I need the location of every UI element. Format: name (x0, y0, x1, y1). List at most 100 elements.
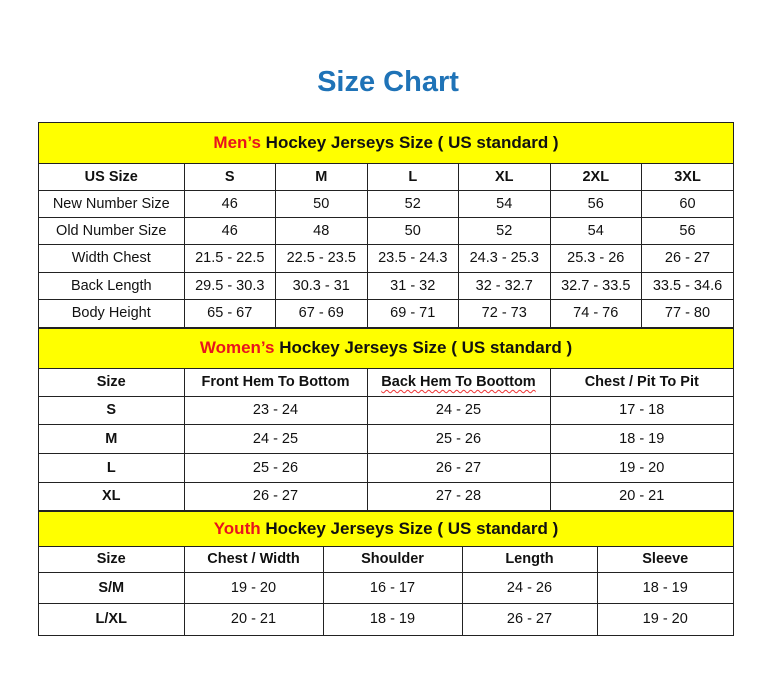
table-cell: 22.5 - 23.5 (275, 243, 368, 273)
women-banner: Women’s Hockey Jerseys Size ( US standar… (39, 327, 733, 369)
table-row: M 24 - 25 25 - 26 18 - 19 (39, 423, 733, 454)
table-row: Back Length 29.5 - 30.3 30.3 - 31 31 - 32 32… (39, 271, 733, 300)
table-cell: 33.5 - 34.6 (641, 271, 733, 300)
table-cell: 56 (549, 189, 642, 218)
table-cell: 19 - 20 (596, 602, 733, 635)
table-row: Old Number Size 46 48 50 52 54 56 (39, 216, 733, 245)
table-cell: 65 - 67 (183, 298, 276, 328)
table-cell: 26 - 27 (641, 243, 733, 273)
table-cell: 23.5 - 24.3 (366, 243, 459, 273)
youth-banner-highlight: Youth (213, 518, 261, 538)
table-cell: 69 - 71 (366, 298, 459, 328)
table-cell: 72 - 73 (458, 298, 551, 328)
table-cell: 32.7 - 33.5 (549, 271, 642, 300)
table-cell: 50 (275, 189, 368, 218)
row-label: S/M (39, 571, 185, 604)
table-cell: 16 - 17 (322, 571, 463, 604)
table-cell: 23 - 24 (183, 395, 368, 425)
column-header: Length (461, 545, 598, 573)
table-cell: 25 - 26 (183, 452, 368, 483)
table-cell: 24 - 26 (461, 571, 598, 604)
row-label: Old Number Size (39, 216, 185, 245)
men-size-table: Men’s Hockey Jerseys Size ( US standard … (39, 123, 733, 328)
youth-size-table: Youth Hockey Jerseys Size ( US standard … (39, 510, 733, 635)
table-row: Body Height 65 - 67 67 - 69 69 - 71 72 - 73 7… (39, 298, 733, 328)
table-cell: 21.5 - 22.5 (183, 243, 276, 273)
table-row: New Number Size 46 50 52 54 56 60 (39, 189, 733, 218)
women-banner-highlight: Women’s (199, 338, 275, 357)
column-header: Front Hem To Bottom (183, 367, 368, 397)
table-cell: 24 - 25 (183, 423, 368, 454)
column-header: S (183, 162, 276, 191)
table-cell: 32 - 32.7 (458, 271, 551, 300)
column-header: Size (39, 545, 185, 573)
table-cell: 20 - 21 (183, 602, 324, 635)
table-row: S/M 19 - 20 16 - 17 24 - 26 18 - 19 (39, 571, 733, 604)
table-cell: 50 (366, 216, 459, 245)
table-cell: 46 (183, 189, 276, 218)
table-cell: 25 - 26 (366, 423, 551, 454)
row-label: Back Length (39, 271, 185, 300)
table-row: XL 26 - 27 27 - 28 20 - 21 (39, 481, 733, 511)
table-cell: 27 - 28 (366, 481, 551, 511)
youth-banner: Youth Hockey Jerseys Size ( US standard … (39, 510, 733, 546)
page-title: Size Chart (317, 66, 459, 98)
table-cell: 19 - 20 (183, 571, 324, 604)
men-banner: Men’s Hockey Jerseys Size ( US standard … (39, 123, 733, 164)
men-banner-text: Hockey Jerseys Size ( US standard ) (260, 132, 559, 152)
men-banner-highlight: Men’s (213, 132, 261, 152)
table-cell: 18 - 19 (596, 571, 733, 604)
table-cell: 56 (641, 216, 733, 245)
table-cell: 30.3 - 31 (275, 271, 368, 300)
table-cell: 74 - 76 (549, 298, 642, 328)
column-header: Chest / Pit To Pit (549, 367, 733, 397)
column-header: 3XL (641, 162, 733, 191)
table-cell: 77 - 80 (641, 298, 733, 328)
table-cell: 19 - 20 (549, 452, 733, 483)
table-cell: 29.5 - 30.3 (183, 271, 276, 300)
table-cell: 48 (275, 216, 368, 245)
column-header-text: Back Hem To Boottom (381, 374, 536, 390)
youth-header-row: Size Chest / Width Shoulder Length Sleeve (39, 545, 733, 573)
column-header: L (366, 162, 459, 191)
table-cell: 25.3 - 26 (549, 243, 642, 273)
table-cell: 20 - 21 (549, 481, 733, 511)
row-label: XL (39, 481, 185, 511)
row-label: L (39, 452, 185, 483)
table-cell: 18 - 19 (549, 423, 733, 454)
column-header: 2XL (549, 162, 642, 191)
row-label: M (39, 423, 185, 454)
table-cell: 52 (458, 216, 551, 245)
column-header: Back Hem To Boottom (366, 367, 551, 397)
table-cell: 54 (458, 189, 551, 218)
women-header-row: Size Front Hem To Bottom Back Hem To Boott… (39, 367, 733, 397)
table-row: L 25 - 26 26 - 27 19 - 20 (39, 452, 733, 483)
table-cell: 26 - 27 (183, 481, 368, 511)
table-cell: 52 (366, 189, 459, 218)
column-header: Shoulder (322, 545, 463, 573)
women-banner-text: Hockey Jerseys Size ( US standard ) (274, 338, 573, 357)
youth-banner-text: Hockey Jerseys Size ( US standard ) (260, 518, 559, 538)
table-cell: 18 - 19 (322, 602, 463, 635)
table-row: S 23 - 24 24 - 25 17 - 18 (39, 395, 733, 425)
size-chart: Men’s Hockey Jerseys Size ( US standard … (38, 122, 734, 636)
table-cell: 17 - 18 (549, 395, 733, 425)
table-cell: 46 (183, 216, 276, 245)
column-header: Size (39, 367, 185, 397)
table-cell: 67 - 69 (275, 298, 368, 328)
column-header: US Size (39, 162, 185, 191)
table-row: L/XL 20 - 21 18 - 19 26 - 27 19 - 20 (39, 602, 733, 635)
table-cell: 31 - 32 (366, 271, 459, 300)
table-row: Width Chest 21.5 - 22.5 22.5 - 23.5 23.5 - … (39, 243, 733, 273)
row-label: Width Chest (39, 243, 185, 273)
table-cell: 54 (549, 216, 642, 245)
row-label: New Number Size (39, 189, 185, 218)
table-cell: 26 - 27 (461, 602, 598, 635)
column-header: Sleeve (596, 545, 733, 573)
column-header: XL (458, 162, 551, 191)
row-label: L/XL (39, 602, 185, 635)
row-label: S (39, 395, 185, 425)
table-cell: 24 - 25 (366, 395, 551, 425)
row-label: Body Height (39, 298, 185, 328)
column-header: Chest / Width (183, 545, 324, 573)
